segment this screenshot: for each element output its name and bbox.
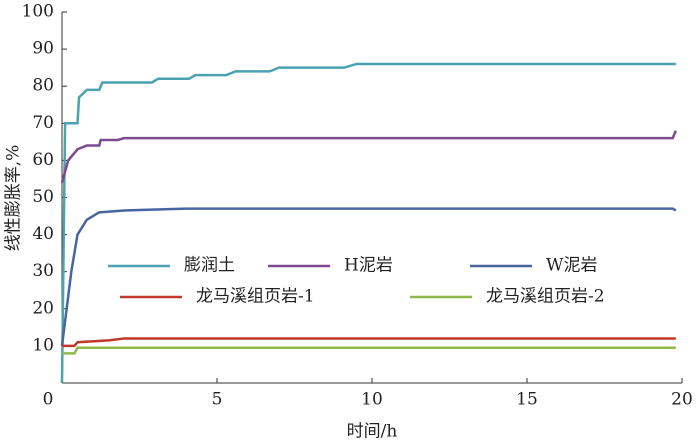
- y-tick-label: 40: [32, 224, 54, 244]
- x-tick-label: 0: [43, 390, 54, 410]
- line: [62, 346, 676, 355]
- legend-label: 龙马溪组页岩-2: [486, 287, 605, 307]
- legend-label: H泥岩: [344, 256, 393, 276]
- legend-label: 膨润土: [184, 256, 235, 276]
- line: [60, 130, 677, 183]
- x-tick-label: 20: [671, 390, 693, 410]
- x-tick-label: 5: [212, 390, 223, 410]
- y-axis-label: 线性膨胀率,%: [4, 145, 24, 252]
- y-tick-label: 100: [22, 2, 54, 22]
- y-tick-label: 50: [32, 187, 54, 207]
- line: [60, 207, 677, 347]
- y-tick-label: 80: [32, 76, 54, 96]
- y-tick-label: 70: [32, 113, 54, 133]
- y-tick-label: 30: [32, 261, 54, 281]
- legend-label: W泥岩: [546, 256, 597, 276]
- x-axis-label: 时间/h: [347, 422, 398, 442]
- line: [62, 337, 676, 348]
- line: [60, 62, 676, 384]
- y-tick-label: 90: [32, 39, 54, 59]
- legend-label: 龙马溪组页岩-1: [196, 287, 315, 307]
- y-tick-label: 10: [32, 335, 54, 355]
- y-tick-label: 20: [32, 298, 54, 318]
- x-tick-label: 15: [516, 390, 538, 410]
- x-tick-label: 10: [361, 390, 383, 410]
- y-tick-label: 60: [32, 150, 54, 170]
